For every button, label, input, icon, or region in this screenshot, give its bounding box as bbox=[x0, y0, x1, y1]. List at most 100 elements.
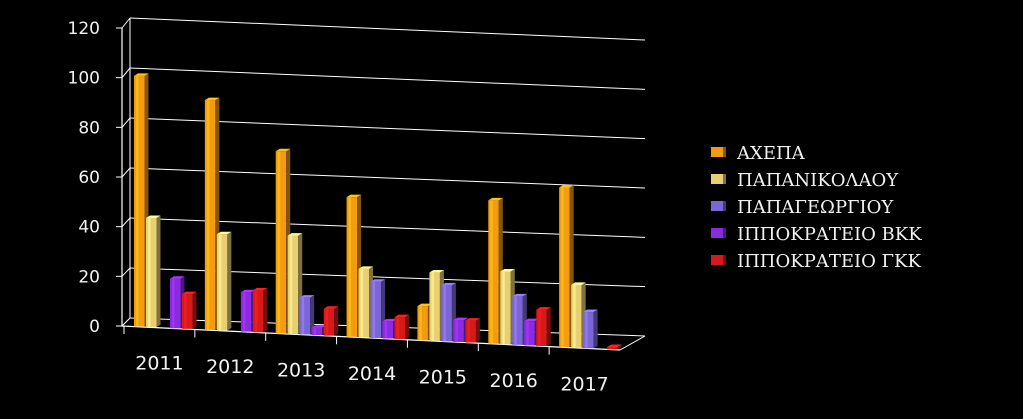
bar-highlight bbox=[254, 290, 258, 333]
legend-label: ΑΧΕΠΑ bbox=[736, 143, 806, 164]
bar-highlight bbox=[526, 321, 529, 346]
y-tick-label: 0 bbox=[89, 317, 100, 337]
gridline-side bbox=[121, 17, 131, 29]
y-tick-label: 40 bbox=[78, 218, 100, 238]
bar-2014-3 bbox=[382, 321, 394, 339]
bar-highlight bbox=[277, 151, 281, 334]
legend-swatch bbox=[711, 228, 723, 238]
bar-top-2013-2 bbox=[299, 295, 315, 298]
bar-highlight bbox=[372, 281, 376, 338]
bar-side-2011-1 bbox=[156, 215, 161, 328]
bar-top-2016-0 bbox=[488, 197, 503, 201]
bar-highlight bbox=[289, 235, 293, 334]
bar-highlight bbox=[443, 285, 446, 342]
bar-highlight bbox=[585, 312, 588, 349]
legend-swatch-side bbox=[723, 201, 726, 211]
gridline-side bbox=[121, 117, 131, 128]
bar-highlight bbox=[136, 75, 139, 327]
bar-2014-1 bbox=[358, 268, 370, 338]
legend-swatch-side bbox=[723, 228, 726, 238]
legend-swatch bbox=[711, 147, 723, 157]
legend-swatch-side bbox=[723, 147, 726, 157]
y-tick-label: 80 bbox=[78, 118, 100, 138]
gridline bbox=[129, 17, 646, 41]
bar-highlight bbox=[313, 327, 317, 336]
bars bbox=[134, 73, 622, 350]
bar-highlight bbox=[360, 268, 364, 338]
bar-2016-2 bbox=[512, 296, 523, 345]
bar-2012-0 bbox=[204, 100, 216, 330]
bar-2015-4 bbox=[465, 320, 476, 343]
bar-top-2017-4 bbox=[607, 344, 622, 348]
bar-top-2017-0 bbox=[559, 185, 574, 188]
bar-side-2017-4 bbox=[617, 344, 622, 350]
bar-highlight bbox=[490, 200, 493, 344]
bar-2015-1 bbox=[429, 272, 440, 341]
y-tick-label: 120 bbox=[68, 19, 100, 39]
bar-top-2016-3 bbox=[524, 318, 539, 322]
bar-2012-1 bbox=[216, 234, 228, 331]
bar-top-2015-2 bbox=[441, 282, 456, 286]
bar-top-2014-0 bbox=[346, 194, 362, 198]
x-tick-label: 2014 bbox=[348, 363, 396, 385]
bar-top-2015-1 bbox=[429, 270, 444, 273]
gridline bbox=[129, 67, 646, 90]
bar-side-2016-4 bbox=[546, 307, 551, 346]
bar-highlight bbox=[419, 306, 422, 341]
legend: ΑΧΕΠΑ ΠΑΠΑΝΙΚΟΛΑΟΥ ΠΑΠΑΓΕΩΡΓΙΟΥ ΙΠΠΟΚΡΑΤΕΙΟ… bbox=[711, 143, 922, 272]
bar-highlight bbox=[431, 272, 434, 341]
bar-2013-3 bbox=[311, 327, 323, 336]
bar-top-2012-4 bbox=[252, 287, 268, 291]
bar-top-2011-3 bbox=[170, 276, 185, 279]
bar-side-2017-2 bbox=[593, 309, 598, 349]
y-tick-labels: 0 20 40 60 80 100 120 bbox=[68, 19, 100, 337]
bar-2011-4 bbox=[182, 294, 193, 329]
legend-label: ΠΑΠΑΓΕΩΡΓΙΟΥ bbox=[737, 197, 894, 218]
bar-highlight bbox=[206, 100, 210, 330]
axes bbox=[116, 18, 646, 355]
bar-top-2013-1 bbox=[287, 233, 303, 236]
bar-2015-0 bbox=[417, 306, 428, 341]
bar-2017-4 bbox=[607, 347, 618, 350]
bar-highlight bbox=[301, 297, 305, 335]
bar-top-2012-0 bbox=[204, 97, 220, 101]
bar-highlight bbox=[609, 347, 612, 350]
bar-top-2011-1 bbox=[146, 215, 161, 218]
bar-top-2013-0 bbox=[275, 148, 291, 152]
bar-top-2015-3 bbox=[453, 317, 468, 321]
bar-top-2015-0 bbox=[417, 303, 432, 307]
gridline-side bbox=[121, 217, 131, 228]
bar-2016-1 bbox=[500, 271, 511, 345]
bar-2011-3 bbox=[170, 278, 181, 329]
gridline-side bbox=[121, 167, 131, 178]
bar-2016-4 bbox=[536, 309, 547, 346]
bar-highlight bbox=[348, 197, 352, 337]
bar-side-2012-4 bbox=[263, 287, 268, 333]
x-tick-label: 2011 bbox=[135, 353, 183, 375]
x-tick-label: 2017 bbox=[560, 373, 608, 395]
bar-top-2014-2 bbox=[370, 279, 386, 282]
bar-top-2016-1 bbox=[500, 268, 515, 272]
bar-side-2014-4 bbox=[405, 314, 410, 340]
legend-swatch bbox=[711, 201, 723, 211]
gridline-side bbox=[121, 67, 131, 78]
legend-swatch bbox=[711, 255, 723, 265]
bar-highlight bbox=[561, 187, 564, 348]
bar-2015-2 bbox=[441, 285, 452, 342]
floor-right-edge bbox=[619, 335, 646, 351]
bar-top-2013-3 bbox=[311, 325, 327, 328]
y-tick-label: 100 bbox=[68, 69, 100, 89]
bar-2011-1 bbox=[146, 217, 157, 328]
legend-label: ΙΠΠΟΚΡΑΤΕΙΟ ΓΚΚ bbox=[737, 251, 921, 272]
bar-2014-0 bbox=[346, 197, 358, 337]
bar-top-2016-4 bbox=[536, 307, 551, 310]
bar-top-2014-3 bbox=[382, 318, 398, 322]
gridline-side bbox=[121, 317, 131, 327]
bar-2013-1 bbox=[287, 235, 299, 334]
bar-top-2012-3 bbox=[240, 289, 256, 293]
bar-highlight bbox=[514, 296, 517, 345]
bar-side-2013-2 bbox=[310, 295, 315, 335]
gridline-side bbox=[121, 267, 131, 277]
y-tick-label: 60 bbox=[78, 168, 100, 188]
bar-2014-4 bbox=[394, 317, 406, 340]
